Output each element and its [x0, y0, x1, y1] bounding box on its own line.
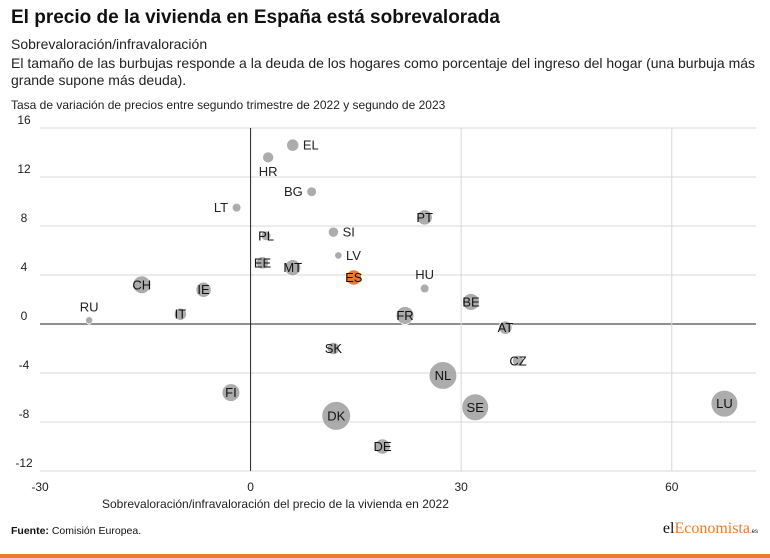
bubble-ch	[132, 275, 152, 295]
bubble-es-label: ES	[345, 270, 363, 285]
y-tick-label: 16	[17, 113, 31, 127]
bubble-el	[286, 138, 300, 152]
bubble-be	[462, 293, 480, 311]
y-axis-title: Tasa de variación de precios entre segun…	[11, 98, 446, 112]
bubble-se	[461, 393, 490, 422]
bubble-lv	[334, 251, 343, 260]
bottom-accent-bar	[0, 554, 770, 558]
bubble-pt-label: PT	[416, 210, 433, 225]
bubble-bg-label: BG	[284, 184, 303, 199]
bubble-be-label: BE	[462, 294, 480, 309]
bubble-nl-label: NL	[435, 368, 452, 383]
x-tick-label: -30	[31, 480, 49, 494]
y-tick-label: -12	[15, 456, 33, 470]
bubble-bg	[306, 186, 317, 197]
bubble-at-label: AT	[498, 320, 514, 335]
bubble-se-label: SE	[467, 400, 485, 415]
bubble-it-label: IT	[175, 307, 187, 322]
bubble-it	[173, 307, 187, 321]
bubble-fi-label: FI	[225, 385, 237, 400]
bubble-pt	[416, 209, 433, 226]
bubble-dk	[321, 401, 351, 431]
bubble-nl	[428, 361, 458, 390]
bubble-hr	[262, 151, 275, 164]
chart-description: El tamaño de las burbujas responde a la …	[11, 55, 756, 88]
bubble-pl	[260, 230, 272, 242]
y-tick-label: 12	[17, 162, 31, 176]
bubble-si-label: SI	[343, 225, 355, 240]
bubble-cz-label: CZ	[509, 353, 526, 368]
bubble-fr-label: FR	[396, 308, 413, 323]
y-tick-label: 0	[21, 309, 28, 323]
bubble-lv-label: LV	[346, 248, 361, 263]
bubble-lu-label: LU	[716, 396, 733, 411]
bubble-ee	[255, 256, 270, 270]
bubble-lt-label: LT	[214, 200, 228, 215]
chart-title: El precio de la vivienda en España está …	[11, 7, 500, 28]
y-tick-label: 4	[21, 260, 28, 274]
y-tick-label: -4	[19, 358, 30, 372]
chart-subtitle: Sobrevaloración/infravaloración	[11, 36, 208, 52]
bubble-es	[345, 269, 362, 286]
source-label: Fuente:	[11, 525, 49, 537]
bubble-fi	[221, 383, 241, 402]
bubble-ee-label: EE	[254, 255, 272, 270]
source-note: Fuente: Comisión Europea.	[11, 525, 141, 537]
source-text: Comisión Europea.	[51, 525, 142, 537]
brand-logo: elEconomista.es	[662, 520, 758, 537]
bubble-at	[498, 320, 513, 335]
bubble-sk-label: SK	[325, 341, 343, 356]
bubble-mt-label: MT	[283, 260, 302, 275]
bubble-hr-label: HR	[259, 164, 278, 179]
bubble-cz	[512, 354, 524, 367]
bubble-hu	[419, 283, 430, 294]
bubble-ru	[85, 316, 94, 325]
bubble-si	[327, 226, 339, 238]
bubble-el-label: EL	[303, 138, 319, 153]
bubble-de-label: DE	[374, 439, 392, 454]
bubble-ie-label: IE	[197, 282, 210, 297]
bubble-pl-label: PL	[258, 228, 274, 243]
bubble-ru-label: RU	[80, 300, 99, 315]
x-tick-label: 30	[454, 480, 468, 494]
y-tick-label: -8	[19, 407, 30, 421]
bubble-mt	[284, 259, 302, 277]
y-tick-label: 8	[21, 211, 28, 225]
bubble-fr	[395, 306, 415, 325]
x-axis-title: Sobrevaloración/infravaloración del prec…	[102, 497, 449, 511]
bubble-dk-label: DK	[327, 408, 345, 423]
x-tick-label: 60	[665, 480, 679, 494]
bubble-lt	[231, 202, 242, 213]
bubble-de	[374, 438, 391, 455]
bubble-sk	[326, 341, 340, 356]
bubble-ie	[195, 281, 212, 298]
bubble-ch-label: CH	[132, 277, 151, 292]
x-tick-label: 0	[247, 480, 254, 494]
bubble-hu-label: HU	[415, 267, 434, 282]
bubble-lu	[710, 389, 739, 418]
